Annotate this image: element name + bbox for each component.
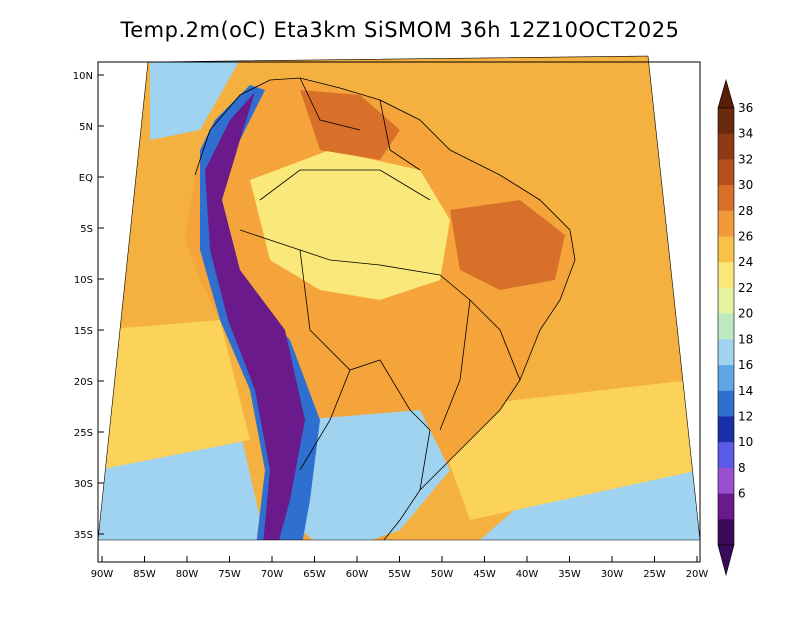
colorbar-segment <box>718 236 734 263</box>
lat-tick-label: 5N <box>79 122 93 133</box>
pacific-mid-zone <box>98 320 250 470</box>
north-pacific-cool-zone <box>150 60 240 140</box>
lon-tick-label: 85W <box>133 569 156 580</box>
lon-tick-label: 50W <box>431 569 454 580</box>
colorbar-label: 18 <box>738 332 753 346</box>
latitude-axis: 10N 5N EQ 5S 10S 15S 20S 25S 30S 35S <box>73 71 104 541</box>
colorbar-segment <box>718 133 734 160</box>
colorbar-label: 26 <box>738 230 753 244</box>
colorbar-outline <box>717 107 735 546</box>
lon-tick-label: 65W <box>303 569 326 580</box>
lat-tick-label: 15S <box>74 326 93 337</box>
colorbar-label: 10 <box>738 435 753 449</box>
lon-tick-label: 40W <box>516 569 539 580</box>
colorbar-segment <box>718 313 734 340</box>
lon-tick-label: 20W <box>686 569 709 580</box>
colorbar-label: 24 <box>738 255 753 269</box>
colorbar-segment <box>718 262 734 289</box>
country-borders <box>194 77 576 540</box>
northeast-hot-zone <box>450 200 565 290</box>
lat-tick-label: 10S <box>74 275 93 286</box>
colorbar-label: 14 <box>738 384 753 398</box>
lon-tick-label: 30W <box>601 569 624 580</box>
colorbar-label: 22 <box>738 281 753 295</box>
lon-tick-label: 25W <box>643 569 666 580</box>
colorbar-segment <box>718 185 734 212</box>
colorbar-segment <box>718 519 734 546</box>
atlantic-mid-zone <box>430 380 700 520</box>
colorbar-label: 30 <box>738 178 753 192</box>
lon-tick-label: 70W <box>261 569 284 580</box>
lat-tick-label: 25S <box>74 428 93 439</box>
lat-tick-label: 35S <box>74 530 93 541</box>
colorbar-label: 28 <box>738 204 753 218</box>
lon-tick-label: 45W <box>473 569 496 580</box>
colorbar-label: 34 <box>738 127 753 141</box>
colorbar-bottom-arrow <box>717 544 735 577</box>
colorbar-segment <box>718 210 734 237</box>
colorbar: 36 34 32 30 28 26 24 22 20 18 16 14 12 10 8 6 <box>717 78 753 577</box>
colorbar-segment <box>718 416 734 443</box>
longitude-axis: 90W 85W 80W 75W 70W 65W 60W 55W 50W 45W 40W 35W 30W 2… <box>91 556 709 580</box>
colorbar-segment <box>718 159 734 186</box>
north-hot-zone <box>300 90 400 160</box>
colorbar-segment <box>718 365 734 392</box>
colorbar-label: 20 <box>738 307 753 321</box>
colorbar-label: 16 <box>738 358 753 372</box>
lat-tick-label: 5S <box>80 224 93 235</box>
lat-tick-label: 10N <box>73 71 93 82</box>
map-title: Temp.2m(oC) Eta3km SiSMOM 36h 12Z10OCT20… <box>120 18 680 42</box>
lat-tick-label: EQ <box>79 173 93 184</box>
south-cool-zone <box>290 410 450 540</box>
colorbar-segment <box>718 493 734 520</box>
lon-tick-label: 90W <box>91 569 114 580</box>
colorbar-label: 12 <box>738 409 753 423</box>
lat-tick-label: 20S <box>74 377 93 388</box>
colorbar-segment <box>718 467 734 494</box>
colorbar-segment <box>718 287 734 314</box>
lon-tick-label: 35W <box>558 569 581 580</box>
colorbar-segment <box>718 390 734 417</box>
colorbar-top-arrow <box>717 78 735 109</box>
amazon-light-zone <box>250 150 450 300</box>
colorbar-segment <box>718 442 734 469</box>
lon-tick-label: 55W <box>388 569 411 580</box>
colorbar-label: 8 <box>738 461 746 475</box>
colorbar-label: 32 <box>738 152 753 166</box>
field-layer <box>98 56 700 540</box>
colorbar-label: 36 <box>738 101 753 115</box>
lon-tick-label: 60W <box>346 569 369 580</box>
lon-tick-label: 75W <box>218 569 241 580</box>
colorbar-segment <box>718 108 734 135</box>
lat-tick-label: 30S <box>74 479 93 490</box>
colorbar-label: 6 <box>738 487 746 501</box>
andes-cold-zone <box>205 92 305 540</box>
lon-tick-label: 80W <box>176 569 199 580</box>
colorbar-segment <box>718 339 734 366</box>
